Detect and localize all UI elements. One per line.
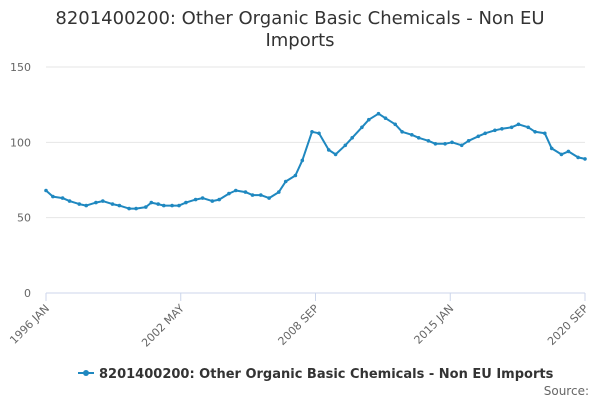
legend[interactable]: 8201400200: Other Organic Basic Chemical… (78, 367, 554, 382)
data-point[interactable] (300, 158, 305, 163)
data-point[interactable] (177, 203, 181, 208)
data-point[interactable] (234, 188, 238, 193)
data-point[interactable] (393, 122, 398, 127)
data-point[interactable] (367, 117, 371, 122)
data-point[interactable] (210, 199, 215, 203)
data-point[interactable] (162, 203, 166, 208)
data-point[interactable] (193, 197, 198, 202)
data-point[interactable] (343, 143, 348, 148)
data-point[interactable] (350, 136, 355, 140)
data-point[interactable] (400, 130, 404, 134)
data-point[interactable] (416, 136, 421, 140)
data-point[interactable] (509, 125, 514, 130)
data-point[interactable] (500, 127, 504, 131)
data-point[interactable] (426, 139, 431, 143)
data-point[interactable] (360, 125, 364, 130)
y-tick-label: 50 (17, 212, 31, 225)
data-point[interactable] (459, 143, 464, 148)
data-point[interactable] (549, 146, 554, 151)
x-axis-ticks: 1996 JAN 2002 MAY 2008 SEP 2015 JAN 2020 SEP (7, 293, 591, 350)
data-point[interactable] (466, 139, 471, 143)
y-tick-label: 150 (10, 61, 31, 74)
data-point[interactable] (310, 130, 314, 134)
data-point[interactable] (277, 190, 281, 194)
data-point[interactable] (283, 179, 288, 184)
data-point[interactable] (493, 128, 497, 133)
data-point[interactable] (110, 202, 115, 206)
data-point[interactable] (566, 149, 571, 154)
data-point[interactable] (333, 152, 338, 157)
data-point[interactable] (134, 206, 138, 211)
data-point[interactable] (250, 193, 255, 197)
data-point[interactable] (67, 199, 72, 203)
x-tick-label: 2008 SEP (276, 302, 322, 348)
legend-marker-icon (83, 370, 89, 376)
data-point[interactable] (51, 194, 55, 199)
data-point[interactable] (476, 134, 481, 139)
x-tick-label: 2020 SEP (545, 302, 591, 348)
data-point[interactable] (376, 111, 381, 116)
data-point[interactable] (60, 196, 65, 200)
data-point[interactable] (101, 199, 105, 203)
x-tick-label: 1996 JAN (7, 302, 52, 347)
data-point[interactable] (526, 125, 530, 130)
data-point[interactable] (243, 190, 248, 194)
data-point[interactable] (576, 155, 580, 160)
data-point[interactable] (293, 173, 298, 178)
y-tick-label: 0 (24, 287, 31, 300)
data-point[interactable] (184, 200, 188, 205)
data-point[interactable] (144, 205, 148, 209)
data-point[interactable] (483, 131, 488, 136)
y-axis-ticks: 0 50 100 150 (10, 61, 31, 300)
data-point[interactable] (117, 203, 122, 208)
data-point[interactable] (84, 203, 88, 208)
data-point[interactable] (156, 202, 160, 206)
data-point[interactable] (267, 196, 271, 200)
x-tick-label: 2002 MAY (139, 302, 187, 350)
data-point[interactable] (259, 193, 263, 197)
data-point[interactable] (94, 200, 98, 205)
y-tick-label: 100 (10, 136, 31, 149)
data-point[interactable] (443, 142, 447, 146)
grid-lines (46, 66, 585, 219)
chart-title-line-1: 8201400200: Other Organic Basic Chemical… (55, 8, 544, 29)
data-point[interactable] (170, 203, 174, 208)
data-point[interactable] (543, 131, 547, 136)
series-line (45, 112, 586, 210)
data-point[interactable] (217, 197, 221, 202)
data-point[interactable] (383, 116, 388, 120)
data-point[interactable] (326, 148, 331, 152)
data-point[interactable] (200, 196, 205, 200)
credits-text[interactable]: Source: (544, 384, 589, 398)
data-point[interactable] (227, 191, 231, 196)
data-point[interactable] (516, 122, 521, 127)
data-point[interactable] (410, 133, 414, 137)
data-point[interactable] (433, 142, 438, 146)
data-point[interactable] (533, 130, 537, 134)
data-point[interactable] (450, 140, 454, 145)
data-point[interactable] (149, 200, 154, 205)
data-point[interactable] (317, 131, 321, 136)
x-tick-label: 2015 JAN (412, 302, 457, 347)
legend-label[interactable]: 8201400200: Other Organic Basic Chemical… (99, 367, 554, 382)
data-point[interactable] (583, 157, 587, 161)
series-group (44, 111, 587, 211)
data-point[interactable] (559, 152, 564, 157)
data-point[interactable] (127, 206, 131, 211)
data-point[interactable] (44, 188, 48, 193)
chart-title-line-2: Imports (265, 30, 334, 51)
data-point[interactable] (77, 202, 82, 206)
